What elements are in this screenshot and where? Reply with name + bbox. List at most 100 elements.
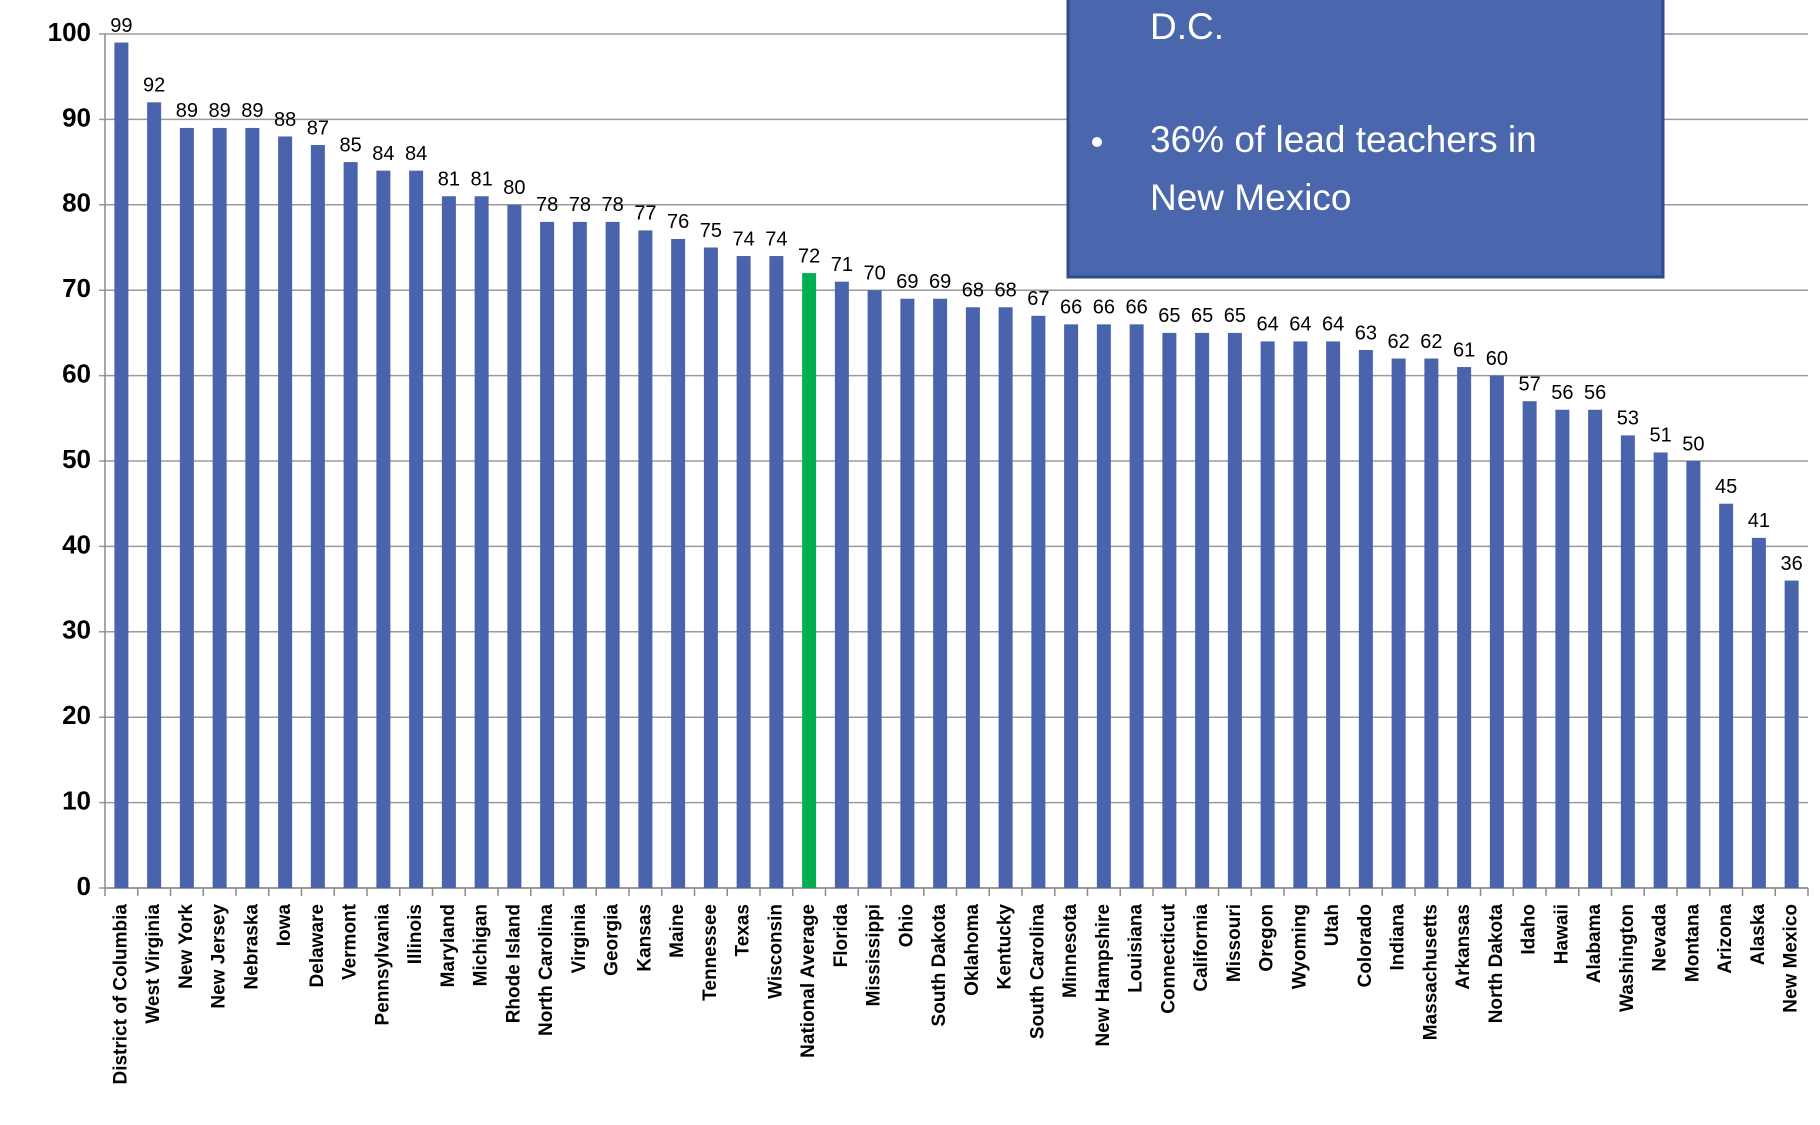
value-label: 81 bbox=[471, 169, 493, 191]
x-tick-label: New Jersey bbox=[209, 904, 230, 1009]
value-label: 45 bbox=[1715, 476, 1737, 498]
value-label: 87 bbox=[307, 117, 329, 139]
x-tick-label: Massachusetts bbox=[1420, 904, 1441, 1040]
x-tick-label: Georgia bbox=[602, 904, 623, 976]
annotation-background bbox=[1066, 0, 1665, 279]
value-label: 62 bbox=[1388, 331, 1410, 353]
x-tick-label: Florida bbox=[831, 904, 852, 968]
x-tick-label: Wyoming bbox=[1289, 904, 1310, 989]
value-label: 89 bbox=[209, 100, 231, 122]
bullet bbox=[1092, 137, 1102, 147]
x-tick-label: Hawaii bbox=[1551, 904, 1572, 964]
value-label: 68 bbox=[962, 280, 984, 302]
bar bbox=[1719, 503, 1734, 888]
value-label: 56 bbox=[1551, 382, 1573, 404]
y-tick-label: 20 bbox=[62, 700, 91, 730]
bar bbox=[1424, 358, 1439, 888]
bar bbox=[703, 247, 718, 888]
x-tick-label: North Carolina bbox=[536, 904, 557, 1036]
x-tick-label: Montana bbox=[1682, 904, 1703, 983]
annotation-box: D.C. 36% of lead teachers in New Mexico bbox=[1066, 0, 1665, 279]
value-label: 57 bbox=[1519, 374, 1541, 396]
bar bbox=[278, 136, 293, 889]
x-tick-label: Nebraska bbox=[241, 904, 262, 990]
y-tick-label: 90 bbox=[62, 102, 91, 132]
bar bbox=[572, 221, 587, 888]
y-tick-label: 0 bbox=[77, 871, 91, 901]
bar bbox=[1391, 358, 1406, 888]
bar bbox=[1031, 315, 1046, 888]
x-tick-label: Washington bbox=[1617, 904, 1638, 1012]
bar bbox=[1358, 349, 1373, 889]
bar bbox=[638, 230, 653, 889]
x-tick-label: Oregon bbox=[1257, 904, 1278, 972]
bar bbox=[212, 127, 227, 888]
bar bbox=[376, 170, 391, 888]
x-tick-label: Rhode Island bbox=[503, 904, 524, 1023]
bar bbox=[147, 102, 162, 888]
x-tick-label: Michigan bbox=[471, 904, 492, 986]
bar bbox=[540, 221, 555, 888]
value-label: 51 bbox=[1650, 425, 1672, 447]
x-tick-label: Utah bbox=[1322, 904, 1343, 946]
bar bbox=[998, 307, 1013, 888]
value-label: 65 bbox=[1191, 305, 1213, 327]
value-label: 64 bbox=[1322, 314, 1344, 336]
x-tick-label: South Dakota bbox=[929, 904, 950, 1027]
x-tick-label: Nevada bbox=[1650, 904, 1671, 972]
value-label: 84 bbox=[372, 143, 394, 165]
bar bbox=[1555, 409, 1570, 888]
bar bbox=[474, 196, 489, 888]
x-tick-label: Oklahoma bbox=[962, 904, 983, 996]
value-label: 76 bbox=[667, 211, 689, 233]
value-label: 66 bbox=[1060, 297, 1082, 319]
value-label: 84 bbox=[405, 143, 427, 165]
x-tick-label: New Mexico bbox=[1781, 904, 1802, 1013]
value-label: 81 bbox=[438, 169, 460, 191]
bar bbox=[605, 221, 620, 888]
bar bbox=[965, 307, 980, 888]
value-label: 69 bbox=[929, 271, 951, 293]
x-tick-label: North Dakota bbox=[1486, 904, 1507, 1024]
x-tick-label: Wisconsin bbox=[765, 904, 786, 999]
bar bbox=[1751, 537, 1766, 888]
bar bbox=[933, 298, 948, 888]
annotation-text: New Mexico bbox=[1150, 177, 1352, 218]
bar bbox=[769, 256, 784, 888]
x-tick-label: Maine bbox=[667, 904, 688, 958]
bar bbox=[867, 290, 882, 888]
bar bbox=[834, 281, 849, 888]
x-tick-label: Virginia bbox=[569, 904, 590, 974]
value-label: 61 bbox=[1453, 339, 1475, 361]
value-label: 72 bbox=[798, 245, 820, 267]
bar bbox=[1686, 461, 1701, 888]
value-label: 68 bbox=[995, 280, 1017, 302]
y-tick-label: 50 bbox=[62, 444, 91, 474]
x-tick-label: California bbox=[1191, 904, 1212, 992]
value-label: 62 bbox=[1420, 331, 1442, 353]
value-label: 80 bbox=[503, 177, 525, 199]
value-label: 63 bbox=[1355, 322, 1377, 344]
x-tick-label: Pennsylvania bbox=[372, 904, 393, 1026]
x-tick-label: Illinois bbox=[405, 904, 426, 964]
value-label: 65 bbox=[1158, 305, 1180, 327]
x-tick-label: New Hampshire bbox=[1093, 904, 1114, 1047]
x-tick-label: West Virginia bbox=[143, 904, 164, 1024]
x-tick-label: Texas bbox=[733, 904, 754, 956]
value-label: 41 bbox=[1748, 510, 1770, 532]
bar bbox=[1064, 324, 1079, 888]
x-tick-label: New York bbox=[176, 904, 197, 989]
value-label: 92 bbox=[143, 75, 165, 97]
value-label: 99 bbox=[110, 15, 132, 37]
value-label: 74 bbox=[765, 228, 787, 250]
bar bbox=[1096, 324, 1111, 888]
bar bbox=[1260, 341, 1275, 888]
bar bbox=[1293, 341, 1308, 888]
y-tick-label: 100 bbox=[48, 17, 91, 47]
x-tick-label: Arkansas bbox=[1453, 904, 1474, 990]
x-tick-label: Idaho bbox=[1519, 904, 1540, 955]
y-tick-label: 80 bbox=[62, 188, 91, 218]
bar bbox=[507, 204, 522, 889]
value-label: 56 bbox=[1584, 382, 1606, 404]
